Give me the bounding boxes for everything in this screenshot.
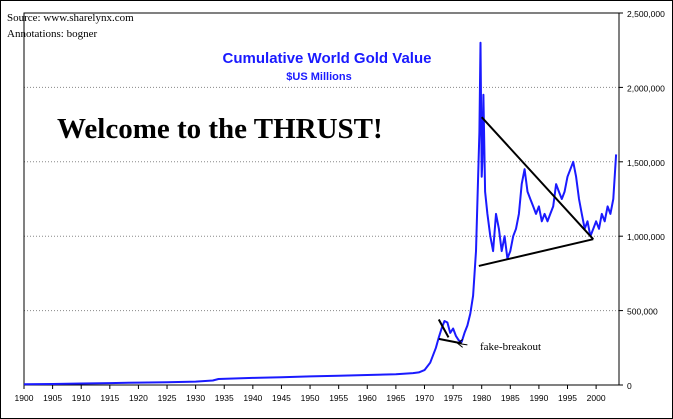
x-tick-label: 1960 (358, 393, 377, 403)
x-tick-label: 1935 (215, 393, 234, 403)
x-tick-label: 1950 (301, 393, 320, 403)
source-note: Source: www.sharelynx.com (7, 12, 134, 24)
x-tick-label: 1985 (501, 393, 520, 403)
breakout-arrow-head (456, 338, 463, 348)
headline-annotation: Welcome to the THRUST! (57, 113, 383, 145)
y-tick-label: 0 (627, 381, 632, 391)
plot-area-border (23, 12, 620, 386)
trend-lines (437, 116, 594, 348)
trend-line (437, 319, 450, 338)
x-tick-label: 1990 (529, 393, 548, 403)
y-tick-label: 2,000,000 (627, 83, 665, 93)
x-tick-label: 1910 (72, 393, 91, 403)
x-tick-label: 2000 (587, 393, 606, 403)
annotations-note: Annotations: bogner (7, 28, 97, 40)
x-tick-label: 1920 (129, 393, 148, 403)
fake-breakout-label: fake-breakout (480, 341, 541, 353)
gold-value-series-line (23, 41, 618, 386)
y-axis: 0 500,000 1,000,000 1,500,000 2,000,000 2,500… (619, 9, 665, 391)
x-tick-label: 1940 (243, 393, 262, 403)
y-tick-label: 1,000,000 (627, 232, 665, 242)
x-tick-label: 1925 (158, 393, 177, 403)
x-tick-label: 1900 (15, 393, 34, 403)
breakout-arrow-shaft (457, 342, 468, 346)
series-layer (23, 41, 618, 386)
gridlines (24, 86, 619, 312)
trend-line (478, 238, 594, 267)
chart-title: Cumulative World Gold Value (223, 50, 432, 67)
y-tick-label: 2,500,000 (627, 9, 665, 19)
x-tick-label: 1980 (472, 393, 491, 403)
x-tick-label: 1975 (444, 393, 463, 403)
trend-line (480, 116, 594, 240)
x-tick-label: 1945 (272, 393, 291, 403)
x-tick-label: 1915 (100, 393, 119, 403)
x-tick-label: 1955 (329, 393, 348, 403)
x-tick-label: 1965 (386, 393, 405, 403)
x-tick-label: 1905 (43, 393, 62, 403)
x-tick-label: 1930 (186, 393, 205, 403)
y-tick-label: 500,000 (627, 307, 658, 317)
x-axis: 1900 1905 1910 1915 1920 1925 1930 1935 1940 1945… (15, 385, 606, 403)
x-tick-label: 1995 (558, 393, 577, 403)
chart-subtitle: $US Millions (286, 71, 351, 83)
x-tick-label: 1970 (415, 393, 434, 403)
y-tick-label: 1,500,000 (627, 158, 665, 168)
